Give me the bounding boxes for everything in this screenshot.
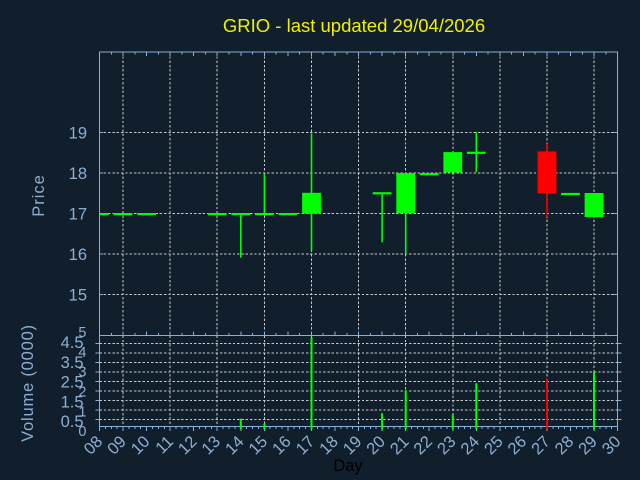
svg-text:5: 5 <box>78 325 86 341</box>
svg-text:17: 17 <box>69 205 87 223</box>
svg-text:0: 0 <box>78 424 86 440</box>
svg-text:4.5: 4.5 <box>61 334 84 352</box>
svg-text:Volume (0000): Volume (0000) <box>19 324 37 442</box>
svg-text:16: 16 <box>69 246 87 264</box>
svg-text:3.5: 3.5 <box>61 354 84 372</box>
svg-text:4: 4 <box>78 345 86 361</box>
svg-text:3: 3 <box>78 365 86 381</box>
svg-text:1: 1 <box>78 404 86 420</box>
svg-text:Price: Price <box>30 174 48 217</box>
svg-text:1.5: 1.5 <box>61 393 84 411</box>
svg-text:Day: Day <box>333 457 363 475</box>
svg-text:19: 19 <box>69 124 87 142</box>
svg-text:15: 15 <box>69 286 87 304</box>
svg-text:2: 2 <box>78 384 86 400</box>
svg-text:GRIO - last updated 29/04/2026: GRIO - last updated 29/04/2026 <box>223 15 485 36</box>
svg-text:0.5: 0.5 <box>61 413 84 431</box>
svg-text:2.5: 2.5 <box>61 374 84 392</box>
svg-text:18: 18 <box>69 165 87 183</box>
